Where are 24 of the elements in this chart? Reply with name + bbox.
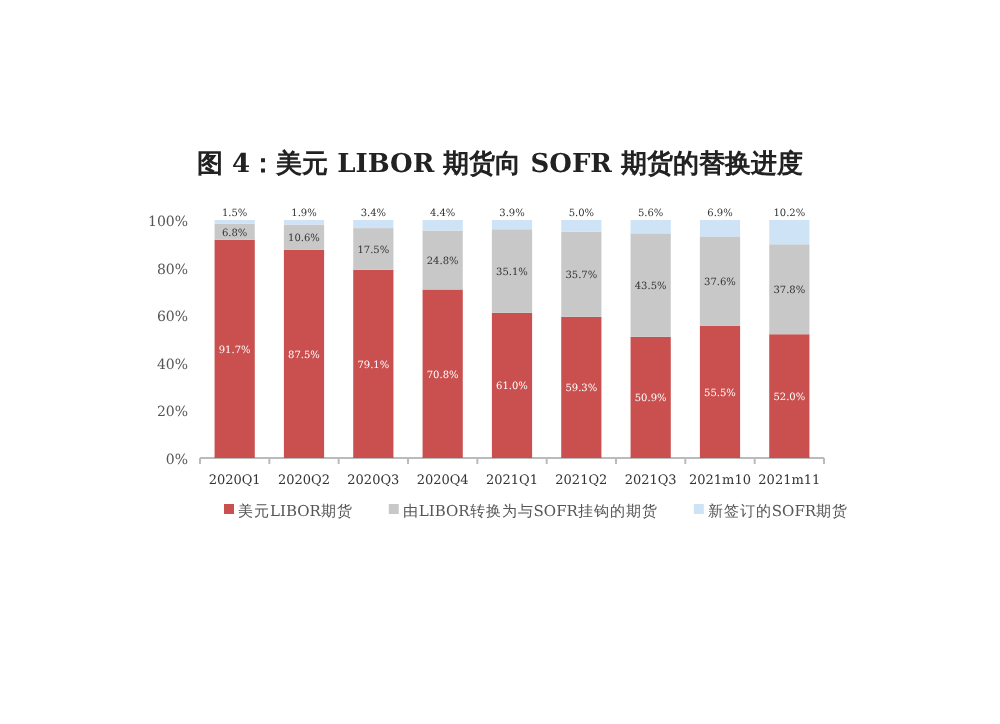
bar (491, 229, 533, 313)
bar (353, 269, 394, 458)
bar (561, 316, 602, 458)
bar (699, 325, 741, 458)
bar (422, 220, 463, 231)
bar (769, 244, 810, 335)
bar (699, 236, 741, 326)
bar (491, 312, 533, 458)
bar (769, 334, 810, 458)
bar (353, 228, 394, 270)
bar (422, 230, 463, 290)
bar (561, 231, 602, 317)
bar (699, 220, 741, 237)
bar (630, 233, 671, 337)
bar (214, 239, 255, 458)
bar (630, 336, 671, 458)
bar (283, 249, 325, 458)
bar (769, 220, 810, 245)
bar (353, 220, 394, 229)
bar (422, 289, 463, 458)
bar (561, 220, 602, 232)
bar (491, 220, 533, 230)
chart-title: 图 4：美元 LIBOR 期货向 SOFR 期货的替换进度 (197, 148, 803, 180)
bar (630, 220, 671, 234)
